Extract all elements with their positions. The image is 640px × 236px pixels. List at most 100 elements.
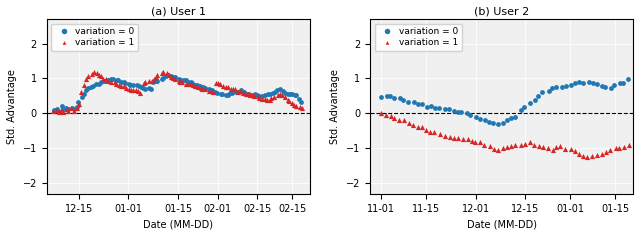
Point [548,148,558,152]
Point [386,114,396,118]
Point [223,93,234,97]
Point [134,84,145,88]
Point [470,140,481,144]
Point [238,90,248,93]
Point [578,81,588,84]
Point [241,92,251,96]
Point [510,115,520,119]
Point [587,154,597,157]
Point [463,138,473,141]
Point [588,81,598,85]
Point [529,98,540,101]
Point [250,92,260,96]
Point [157,76,168,80]
Point [149,77,159,80]
Point [166,75,177,79]
Point [445,135,455,139]
Point [385,94,396,97]
Point [557,85,567,89]
Point [273,93,283,97]
Point [574,152,584,156]
Point [547,86,557,90]
Point [529,143,540,147]
Point [435,106,445,110]
Point [170,75,180,79]
Point [156,77,166,81]
Point [475,141,485,144]
Point [205,89,216,93]
Point [525,140,535,144]
Point [425,130,435,134]
Point [228,87,238,91]
Y-axis label: Std. Advantage: Std. Advantage [330,69,340,144]
Point [275,88,285,91]
Point [268,91,278,95]
Point [93,82,104,86]
Point [440,107,450,111]
Point [582,155,593,158]
Point [242,92,252,96]
Point [284,99,294,103]
Point [103,78,113,82]
Point [452,137,463,140]
Point [429,131,440,134]
Point [211,81,221,85]
Point [168,75,179,79]
Point [556,144,566,148]
Point [592,82,602,86]
Point [502,118,513,122]
Point [479,143,489,147]
Point [164,73,174,77]
Point [458,137,468,141]
Point [177,80,188,84]
Point [426,104,436,108]
Point [58,109,68,112]
Point [108,77,118,81]
X-axis label: Date (MM-DD): Date (MM-DD) [467,219,536,229]
Point [578,154,588,158]
Point [470,115,481,118]
Point [89,70,99,74]
Point [49,108,59,112]
Point [63,109,73,113]
Point [124,82,134,86]
Point [444,107,454,111]
Point [265,92,275,96]
Point [223,85,234,89]
Point [113,78,123,82]
Point [207,88,218,92]
Point [266,96,276,100]
Point [161,74,171,77]
Point [498,121,508,124]
Point [484,120,494,124]
Point [262,98,272,101]
Point [233,90,243,93]
Point [217,92,227,96]
Point [111,78,122,82]
Point [168,76,178,80]
Point [186,82,196,86]
Point [86,72,97,76]
Point [280,91,290,95]
Point [506,144,516,148]
Legend: variation = 0, variation = 1: variation = 0, variation = 1 [374,24,462,51]
Point [480,118,490,122]
Point [489,147,499,151]
Point [225,92,235,95]
Point [161,72,172,75]
Point [244,92,254,96]
Point [287,92,298,96]
Point [249,94,259,97]
Point [143,86,154,90]
Point [294,97,304,101]
Point [254,94,264,98]
Point [131,88,141,92]
Point [58,110,68,114]
Point [525,102,535,105]
Point [54,110,65,114]
Point [283,98,293,101]
Point [186,80,196,84]
Point [465,113,476,117]
Point [609,83,620,87]
Point [597,84,607,88]
